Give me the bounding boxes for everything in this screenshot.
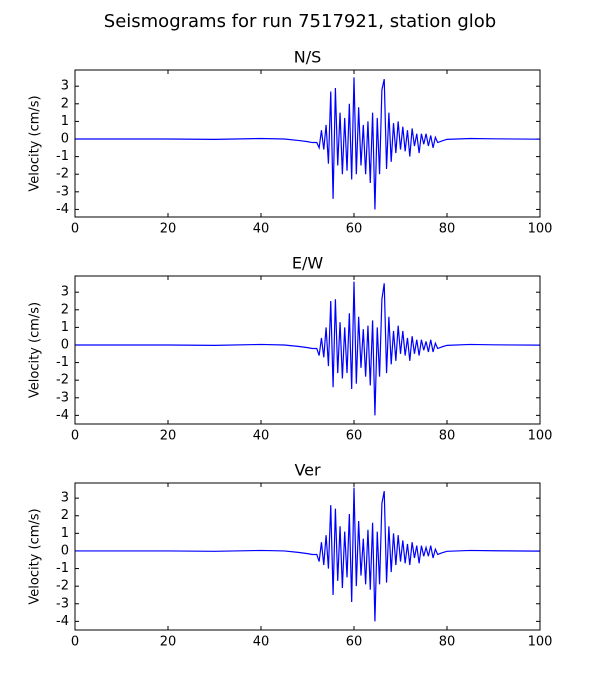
y-tick-label: 2 xyxy=(61,302,69,317)
panel-title: E/W xyxy=(292,254,324,273)
y-tick-label: -3 xyxy=(56,596,69,611)
panel-title: Ver xyxy=(294,461,321,480)
y-axis-label: Velocity (cm/s) xyxy=(28,508,43,604)
y-tick-label: -1 xyxy=(56,149,69,164)
x-tick-label: 100 xyxy=(528,429,553,444)
x-tick-label: 0 xyxy=(71,429,79,444)
y-tick-label: 1 xyxy=(61,526,69,541)
x-tick-label: 20 xyxy=(160,635,177,650)
x-tick-label: 80 xyxy=(439,635,456,650)
axes-frame xyxy=(74,69,541,218)
y-tick-label: -3 xyxy=(56,390,69,405)
y-tick-label: -2 xyxy=(56,579,69,594)
y-axis-label: Velocity (cm/s) xyxy=(28,302,43,398)
y-tick-label: -2 xyxy=(56,373,69,388)
x-tick-label: 20 xyxy=(160,429,177,444)
y-tick-label: 3 xyxy=(61,491,69,506)
y-tick-label: -3 xyxy=(56,184,69,199)
x-tick-label: 0 xyxy=(71,635,79,650)
x-tick-label: 40 xyxy=(253,635,270,650)
x-tick-label: 60 xyxy=(346,429,363,444)
x-tick-label: 60 xyxy=(346,222,363,237)
axes-frame xyxy=(74,482,541,631)
y-tick-label: 2 xyxy=(61,508,69,523)
x-tick-label: 60 xyxy=(346,635,363,650)
y-tick-label: 3 xyxy=(61,285,69,300)
y-tick-label: 0 xyxy=(61,132,69,147)
x-tick-label: 40 xyxy=(253,222,270,237)
y-tick-label: -1 xyxy=(56,561,69,576)
axes-frame xyxy=(74,275,541,425)
x-tick-label: 80 xyxy=(439,429,456,444)
y-tick-label: -4 xyxy=(56,614,69,629)
y-tick-label: 0 xyxy=(61,337,69,352)
y-tick-label: 3 xyxy=(61,79,69,94)
seismogram-line xyxy=(75,281,540,416)
seismogram-line xyxy=(75,487,540,622)
y-tick-label: 0 xyxy=(61,543,69,558)
y-axis-label: Velocity (cm/s) xyxy=(28,95,43,191)
y-tick-label: -2 xyxy=(56,167,69,182)
y-tick-label: -4 xyxy=(56,408,69,423)
x-tick-label: 0 xyxy=(71,222,79,237)
x-tick-label: 100 xyxy=(528,222,553,237)
figure-title: Seismograms for run 7517921, station glo… xyxy=(104,11,496,32)
x-tick-label: 100 xyxy=(528,635,553,650)
x-tick-label: 80 xyxy=(439,222,456,237)
y-tick-label: 1 xyxy=(61,114,69,129)
x-tick-label: 40 xyxy=(253,429,270,444)
seismogram-line xyxy=(75,77,540,210)
y-tick-label: 2 xyxy=(61,96,69,111)
x-tick-label: 20 xyxy=(160,222,177,237)
y-tick-label: -4 xyxy=(56,202,69,217)
y-tick-label: -1 xyxy=(56,355,69,370)
y-tick-label: 1 xyxy=(61,320,69,335)
panel-title: N/S xyxy=(294,48,322,67)
